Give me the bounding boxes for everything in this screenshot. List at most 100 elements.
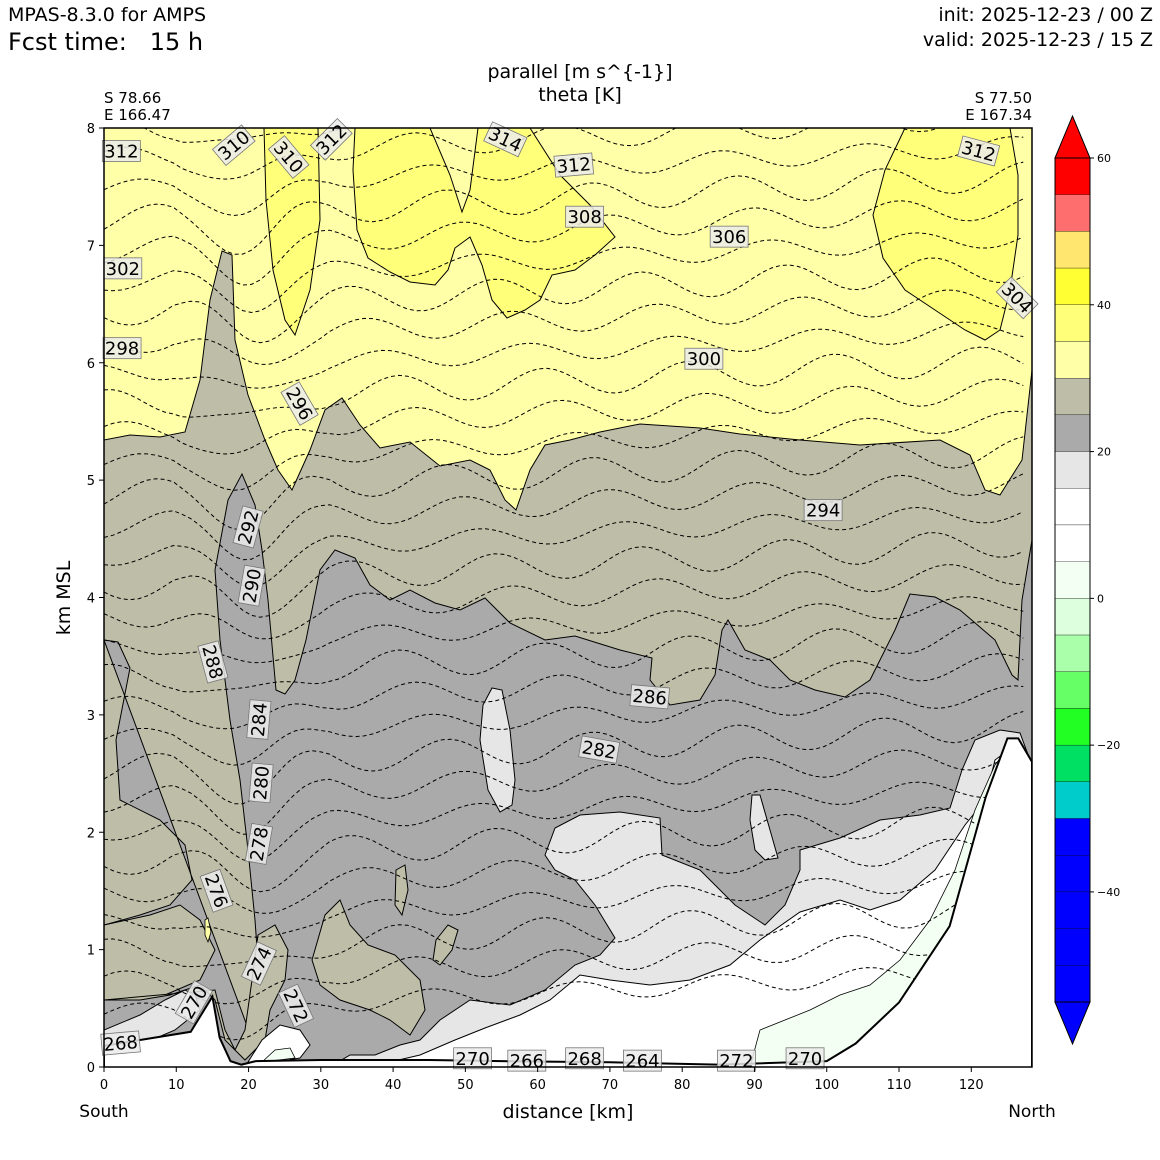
theta-contour-line bbox=[104, 378, 1024, 455]
theta-label: 312 bbox=[101, 140, 141, 162]
colorbar-segment bbox=[1054, 634, 1091, 672]
x-tick-label: 20 bbox=[240, 1078, 257, 1093]
theta-label: 312 bbox=[553, 152, 595, 178]
chart-title: parallel [m s^{-1}] bbox=[487, 61, 672, 83]
theta-label-box bbox=[957, 135, 1001, 167]
theta-contour-line bbox=[104, 346, 1024, 418]
theta-contour-line bbox=[104, 596, 1024, 664]
theta-label-box bbox=[174, 979, 214, 1025]
theta-label-text: 270 bbox=[788, 1049, 822, 1070]
theta-label-box bbox=[309, 117, 353, 161]
wind-region-jet-1 bbox=[263, 128, 321, 337]
colorbar-segment bbox=[1054, 304, 1091, 342]
theta-contour-line bbox=[104, 685, 1024, 766]
theta-contour-line bbox=[104, 927, 1024, 1005]
forecast-time: Fcst time: 15 h bbox=[8, 28, 204, 56]
colorbar-segment bbox=[1054, 524, 1091, 562]
x-tick-label: 50 bbox=[457, 1078, 474, 1093]
colorbar-segment bbox=[1054, 891, 1091, 929]
theta-label-box bbox=[100, 1030, 141, 1056]
chart-subtitle: theta [K] bbox=[538, 84, 622, 106]
colorbar-segment bbox=[1054, 965, 1091, 1003]
olive-pocket-small-2 bbox=[432, 924, 459, 966]
theta-label-box bbox=[246, 699, 272, 740]
theta-contour-line bbox=[104, 564, 1024, 640]
colorbar-segment bbox=[1054, 194, 1091, 232]
wind-region-upper-yellow bbox=[104, 128, 1032, 511]
colorbar-segment bbox=[1054, 744, 1091, 782]
theta-label: 284 bbox=[246, 699, 272, 740]
theta-label: 298 bbox=[102, 337, 142, 360]
theta-label-box bbox=[623, 1049, 662, 1072]
theta-label-text: 266 bbox=[510, 1051, 544, 1072]
y-axis: 0 1 2 3 4 5 6 7 8 bbox=[87, 122, 104, 1076]
colorbar-frame bbox=[1054, 157, 1091, 1003]
y-tick-label: 3 bbox=[87, 709, 95, 724]
colorbar-segment bbox=[1054, 341, 1091, 379]
colorbar-segment bbox=[1054, 157, 1091, 195]
theta-label-text: 302 bbox=[106, 259, 140, 280]
start-latitude: S 78.66 bbox=[104, 89, 161, 107]
theta-label-box bbox=[237, 564, 266, 607]
theta-label-text: 298 bbox=[105, 339, 139, 360]
theta-label-text: 300 bbox=[687, 349, 721, 370]
theta-label-text: 268 bbox=[567, 1049, 601, 1070]
colorbar-segment bbox=[1054, 781, 1091, 819]
theta-label: 266 bbox=[507, 1049, 547, 1072]
colorbar-segment bbox=[1054, 451, 1091, 489]
theta-label: 270 bbox=[453, 1047, 492, 1070]
theta-label: 308 bbox=[565, 205, 605, 228]
theta-contour-line bbox=[104, 410, 1024, 491]
theta-label-box bbox=[709, 225, 749, 248]
theta-label: 268 bbox=[100, 1030, 141, 1056]
colorbar-segment bbox=[1054, 708, 1091, 746]
x-tick-label: 100 bbox=[814, 1078, 839, 1093]
theta-label-box bbox=[211, 124, 256, 167]
theta-label: 302 bbox=[103, 257, 143, 280]
theta-label-text: 294 bbox=[806, 501, 840, 522]
theta-contour-line bbox=[104, 232, 1024, 314]
theta-label-box bbox=[716, 1049, 756, 1072]
theta-label-box bbox=[629, 684, 670, 710]
theta-contour-line bbox=[104, 870, 1024, 938]
theta-label-text: 284 bbox=[248, 702, 272, 738]
colorbar-segment bbox=[1054, 818, 1091, 856]
theta-contour-line bbox=[104, 473, 1024, 561]
theta-label: 272 bbox=[716, 1049, 756, 1072]
theta-label-box bbox=[785, 1047, 825, 1070]
theta-label-text: 312 bbox=[104, 141, 138, 162]
x-tick-label: 110 bbox=[887, 1078, 912, 1093]
colorbar-segment bbox=[1054, 378, 1091, 416]
model-title: MPAS-8.3.0 for AMPS bbox=[8, 4, 207, 26]
colorbar-segment bbox=[1054, 671, 1091, 709]
y-axis-label: km MSL bbox=[53, 560, 75, 635]
theta-label-box bbox=[248, 762, 274, 804]
theta-label: 268 bbox=[565, 1047, 605, 1070]
colorbar-tick-label: 0 bbox=[1097, 592, 1104, 605]
reverse-flow-valley bbox=[260, 1047, 296, 1063]
x-axis-label: distance [km] bbox=[503, 1101, 634, 1123]
colorbar-segment bbox=[1054, 598, 1091, 636]
y-tick-label: 5 bbox=[87, 474, 95, 489]
colorbar-tick-label: 40 bbox=[1097, 299, 1111, 312]
theta-label-box bbox=[101, 140, 141, 162]
colorbar-segment bbox=[1054, 561, 1091, 599]
y-tick-label: 8 bbox=[87, 122, 95, 137]
theta-label: 280 bbox=[248, 762, 274, 804]
x-tick-label: 60 bbox=[529, 1078, 546, 1093]
colorbar: 60 40 20 0 −20 −40 bbox=[1054, 114, 1120, 1046]
theta-contour-line bbox=[104, 436, 1024, 530]
colorbar-segment bbox=[1054, 855, 1091, 893]
theta-label-box bbox=[578, 735, 621, 764]
theta-label-box bbox=[565, 1047, 605, 1070]
theta-contour-line bbox=[104, 959, 1024, 1041]
wind-region-jet-2 bbox=[352, 128, 616, 319]
y-tick-label: 7 bbox=[87, 239, 95, 254]
colorbar-segment bbox=[1054, 231, 1091, 269]
colorbar-segment bbox=[1054, 488, 1091, 526]
theta-label-box bbox=[684, 347, 724, 370]
theta-label-box bbox=[995, 276, 1039, 320]
theta-label-box bbox=[267, 135, 310, 179]
init-time: init: 2025-12-23 / 00 Z bbox=[938, 4, 1153, 26]
